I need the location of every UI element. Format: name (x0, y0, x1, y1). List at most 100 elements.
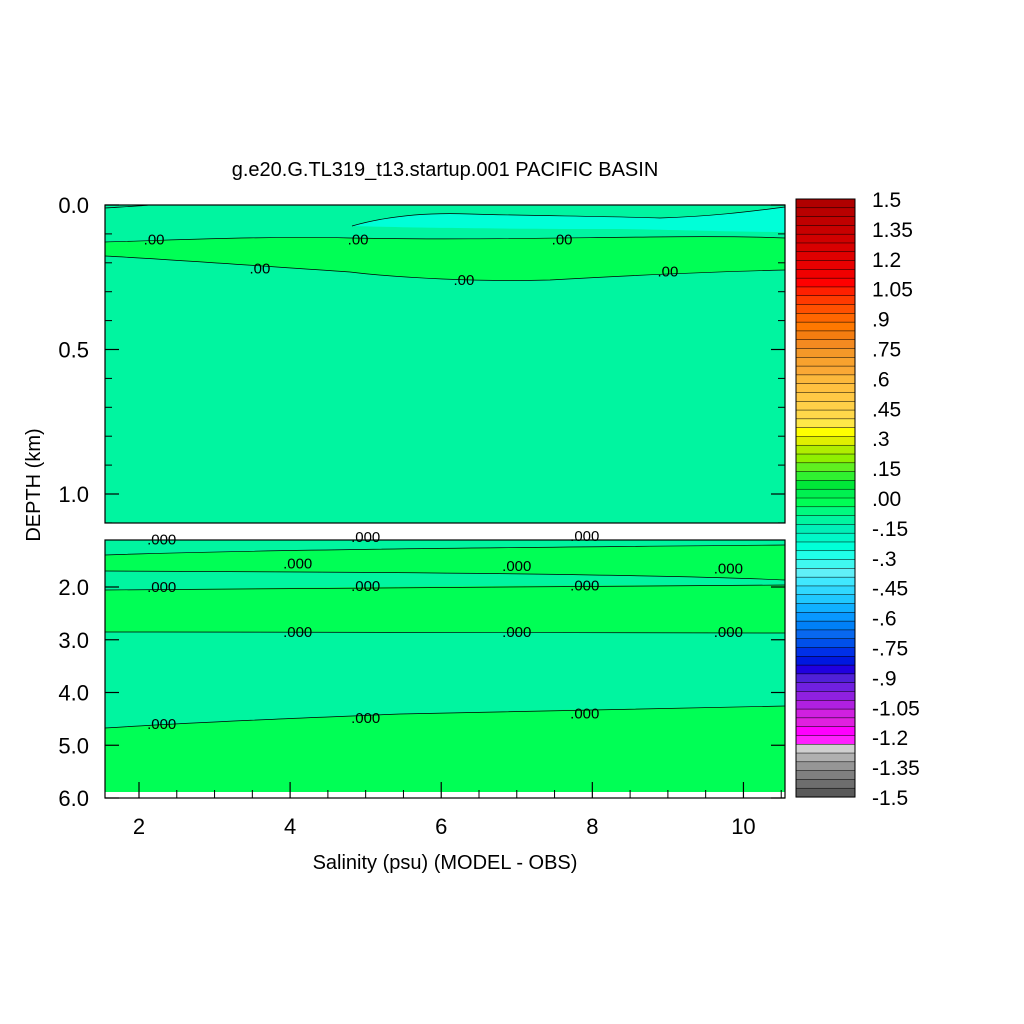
contour-label: .000 (570, 706, 599, 723)
upper-negative-patch (352, 207, 785, 232)
colorbar-swatch (795, 541, 856, 552)
y-tick-label: 1.0 (58, 482, 89, 507)
y-tick-label: 5.0 (58, 733, 89, 758)
x-tick-label: 8 (586, 814, 598, 839)
colorbar-tick-label: .15 (872, 458, 901, 481)
colorbar-swatch (795, 471, 856, 481)
contour-label: .000 (351, 529, 380, 546)
lower-positive-band (105, 585, 785, 633)
colorbar-swatch (795, 233, 856, 244)
colorbar-swatch (795, 708, 856, 719)
colorbar-tick-label: 1.35 (872, 219, 913, 242)
contour-label: .000 (714, 561, 743, 578)
colorbar-swatch (795, 480, 856, 490)
colorbar-tick-label: .9 (872, 309, 890, 332)
colorbar-swatch (795, 216, 856, 226)
colorbar-swatch (795, 427, 856, 437)
colorbar-tick-label: -.6 (872, 608, 897, 631)
upper-contour-line (104, 255, 786, 281)
y-axis-label: DEPTH (km) (23, 428, 45, 541)
contour-label: .000 (570, 577, 599, 594)
colorbar-swatch (795, 260, 856, 270)
lower-panel-frame (104, 539, 786, 799)
x-axis-label: Salinity (psu) (MODEL - OBS) (313, 852, 578, 874)
colorbar-swatch (795, 295, 856, 306)
colorbar-tick-label: -.75 (872, 638, 908, 661)
colorbar-tick-label: -.15 (872, 518, 908, 541)
colorbar-swatch (795, 365, 856, 376)
colorbar-swatch (795, 418, 856, 429)
x-axis: 2 4 6 8 10 (133, 782, 782, 839)
colorbar-swatch (795, 444, 856, 455)
contour-label: .00 (348, 232, 369, 249)
lower-contour-labels: .000 .000 .000 .000 .000 .000 .000 .000 .000 .000… (147, 528, 743, 733)
colorbar-tick-label: -1.5 (872, 787, 908, 810)
colorbar-swatch (795, 242, 856, 253)
colorbar-tick-label: .75 (872, 339, 901, 362)
colorbar-swatch (795, 506, 856, 517)
lower-positive-band (105, 706, 785, 792)
colorbar-swatch (795, 559, 856, 569)
colorbar-swatch (795, 488, 856, 499)
colorbar-swatch (795, 313, 856, 323)
lower-panel: .000 .000 .000 .000 .000 .000 .000 .000 .000 .000… (58, 528, 786, 839)
colorbar-swatch (795, 225, 856, 235)
colorbar-swatch (795, 585, 856, 596)
contour-label: .000 (502, 558, 531, 575)
colorbar-swatch (795, 787, 856, 798)
colorbar-swatch (795, 700, 856, 710)
colorbar-swatch (795, 717, 856, 728)
colorbar-swatch (795, 409, 856, 420)
colorbar-swatch (795, 629, 856, 640)
colorbar-swatch (795, 462, 856, 473)
colorbar-tick-label: 1.2 (872, 249, 901, 272)
colorbar-swatch (795, 321, 856, 332)
colorbar-swatch (795, 339, 856, 350)
colorbar-swatch (795, 612, 856, 622)
x-tick-label: 6 (435, 814, 447, 839)
colorbar-swatch (795, 576, 856, 587)
colorbar-tick-label: -1.2 (872, 727, 908, 750)
colorbar-swatch (795, 779, 856, 789)
colorbar-swatch (795, 277, 856, 288)
y-tick-label: 0.0 (58, 193, 89, 218)
colorbar-swatch (795, 286, 856, 297)
contour-label: .000 (283, 555, 312, 572)
colorbar-frame (795, 198, 856, 798)
colorbar-swatch (795, 515, 856, 525)
colorbar-swatch (795, 664, 856, 675)
contour-label: .000 (147, 716, 176, 733)
colorbar-swatch (795, 656, 856, 666)
x-tick-label: 2 (133, 814, 145, 839)
colorbar-swatch (795, 392, 856, 402)
colorbar-swatch (795, 761, 856, 772)
colorbar-tick-label: .3 (872, 428, 890, 451)
colorbar-swatch (795, 752, 856, 763)
contour-label: .00 (249, 261, 270, 278)
colorbar-swatch (795, 453, 856, 464)
contour-label: .000 (351, 710, 380, 727)
colorbar-swatch (795, 550, 856, 561)
y-tick-label: 2.0 (58, 575, 89, 600)
colorbar-swatch (795, 207, 856, 218)
colorbar-swatch (795, 532, 856, 543)
colorbar-tick-label: .45 (872, 398, 901, 421)
colorbar-swatch (795, 198, 856, 209)
contour-label: .00 (144, 232, 165, 249)
upper-y-axis: 0.0 0.5 1.0 (58, 193, 785, 524)
lower-contour-line (104, 570, 786, 581)
colorbar-swatch (795, 594, 856, 605)
colorbar-tick-label: .00 (872, 488, 901, 511)
colorbar-swatch (795, 620, 856, 631)
colorbar-swatch (795, 743, 856, 754)
colorbar-swatch (795, 735, 856, 745)
colorbar-swatch (795, 673, 856, 684)
contour-label: .000 (714, 624, 743, 641)
colorbar-swatch (795, 647, 856, 657)
colorbar-swatch (795, 383, 856, 394)
colorbar-swatch (795, 374, 856, 385)
lower-y-axis: 2.0 3.0 4.0 5.0 6.0 (58, 575, 785, 811)
contour-label: .00 (657, 263, 678, 280)
contour-label: .00 (552, 232, 573, 249)
